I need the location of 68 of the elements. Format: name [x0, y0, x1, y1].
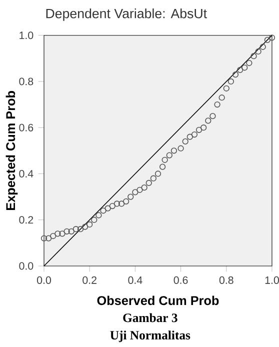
point — [237, 66, 244, 74]
point — [260, 44, 266, 50]
point — [223, 85, 230, 92]
point — [118, 200, 125, 207]
point — [250, 53, 257, 60]
point — [232, 71, 239, 78]
point — [205, 118, 212, 124]
x-tick-label: 1.0 — [265, 276, 279, 284]
x-tick-label: 0.0 — [37, 276, 51, 284]
y-tick-label: 0.6 — [19, 124, 34, 132]
point — [114, 200, 120, 207]
point — [64, 228, 70, 234]
point — [186, 134, 193, 140]
chart-title: Dependent Variable: AbsUt — [46, 8, 207, 21]
point — [242, 64, 248, 71]
y-axis-title: Expected Cum Prob — [6, 91, 18, 210]
point — [128, 194, 134, 200]
point — [104, 205, 111, 212]
x-tick-label: 0.6 — [174, 276, 188, 284]
x-axis-title: Observed Cum Prob — [97, 296, 219, 306]
point — [150, 175, 156, 182]
point — [91, 216, 98, 223]
point — [59, 230, 66, 237]
point — [132, 189, 138, 196]
point — [214, 101, 220, 108]
y-tick-label: 0.8 — [19, 78, 34, 86]
point — [166, 152, 172, 158]
y-tick-label: 0.4 — [19, 170, 34, 178]
x-tick-label: 0.2 — [82, 276, 96, 284]
point — [96, 212, 102, 218]
point — [196, 126, 202, 133]
text: Uji Normalitas — [110, 330, 190, 342]
point — [264, 36, 270, 44]
y-tick-label: 1.0 — [20, 32, 34, 40]
point — [268, 34, 276, 41]
point — [82, 224, 88, 230]
x-tick-label: 0.4 — [128, 276, 142, 284]
point — [162, 156, 168, 163]
point — [200, 124, 207, 131]
y-tick-label: 0.0 — [19, 262, 34, 270]
point — [68, 228, 74, 234]
point — [191, 131, 198, 138]
point — [255, 48, 262, 55]
point — [218, 94, 225, 101]
text: Gambar 3 — [123, 313, 178, 322]
point — [136, 186, 143, 193]
x-tick-label: 0.8 — [219, 276, 234, 284]
point — [109, 202, 116, 210]
point — [123, 198, 130, 204]
point — [100, 208, 106, 214]
point — [159, 164, 166, 170]
y-tick-label: 0.2 — [19, 216, 34, 224]
point — [40, 235, 48, 242]
point — [54, 230, 61, 237]
point — [77, 226, 84, 232]
point — [50, 232, 56, 240]
point — [170, 148, 178, 154]
point — [178, 145, 184, 152]
point — [72, 226, 79, 232]
point — [210, 113, 216, 120]
point — [86, 221, 93, 228]
point — [228, 78, 234, 85]
point — [45, 235, 52, 242]
point — [141, 184, 148, 191]
point — [146, 180, 152, 186]
point — [182, 138, 188, 145]
point — [154, 170, 162, 177]
point — [246, 60, 252, 66]
